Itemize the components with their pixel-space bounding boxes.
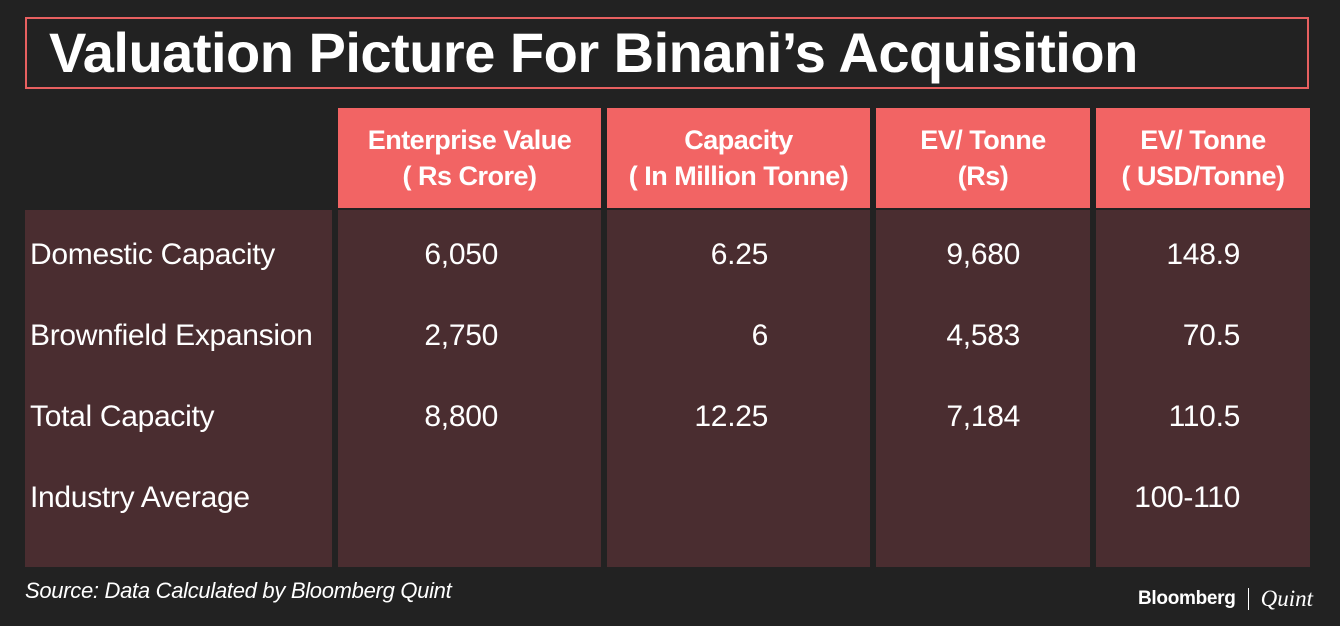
col-header-ev-tonne-usd: EV/ Tonne ( USD/Tonne): [1096, 108, 1310, 208]
chart-title: Valuation Picture For Binani’s Acquisiti…: [49, 21, 1138, 84]
col-header-line1: EV/ Tonne: [1140, 124, 1266, 155]
cell-enterprise-value: 6,050: [424, 238, 498, 271]
logo-secondary: Quint: [1260, 586, 1313, 611]
enterprise-value-column: [338, 210, 601, 567]
cell-ev-tonne-rs: 4,583: [946, 319, 1020, 352]
ev-tonne-rs-column: [876, 210, 1090, 567]
label-column: [25, 210, 332, 567]
col-header-line1: Enterprise Value: [367, 124, 572, 155]
row-label-industry-average: Industry Average: [30, 481, 250, 514]
col-header-ev-tonne-rs: EV/ Tonne (Rs): [876, 108, 1090, 208]
cell-enterprise-value: 8,800: [424, 400, 498, 433]
col-header-line1: Capacity: [684, 124, 793, 155]
row-label-total-capacity: Total Capacity: [30, 400, 215, 433]
cell-capacity: 6: [751, 319, 769, 352]
cell-ev-tonne-usd: 100-110: [1134, 481, 1240, 514]
title-box: Valuation Picture For Binani’s Acquisiti…: [25, 17, 1309, 89]
cell-enterprise-value: 2,750: [424, 319, 498, 352]
ev-tonne-usd-column: [1096, 210, 1310, 567]
logo-divider: [1247, 588, 1249, 610]
cell-ev-tonne-usd: 70.5: [1182, 319, 1241, 352]
cell-capacity: 6.25: [710, 238, 769, 271]
col-header-line2: ( USD/Tonne): [1121, 161, 1285, 191]
col-header-line2: (Rs): [957, 161, 1009, 191]
bloomberg-quint-logo: Bloomberg Quint: [1138, 586, 1313, 612]
logo-primary: Bloomberg: [1138, 588, 1236, 609]
col-header-enterprise-value: Enterprise Value ( Rs Crore): [338, 108, 601, 208]
row-label-domestic-capacity: Domestic Capacity: [30, 238, 275, 271]
capacity-column: [607, 210, 870, 567]
cell-ev-tonne-rs: 7,184: [946, 400, 1020, 433]
source-note: Source: Data Calculated by Bloomberg Qui…: [25, 578, 452, 603]
cell-ev-tonne-rs: 9,680: [946, 238, 1020, 271]
col-header-line1: EV/ Tonne: [920, 124, 1046, 155]
cell-ev-tonne-usd: 110.5: [1168, 400, 1241, 433]
row-label-brownfield-expansion: Brownfield Expansion: [30, 319, 313, 352]
col-header-line2: ( In Million Tonne): [628, 161, 849, 191]
col-header-capacity: Capacity ( In Million Tonne): [607, 108, 870, 208]
col-header-line2: ( Rs Crore): [402, 161, 537, 191]
cell-ev-tonne-usd: 148.9: [1166, 238, 1240, 271]
cell-capacity: 12.25: [694, 400, 768, 433]
